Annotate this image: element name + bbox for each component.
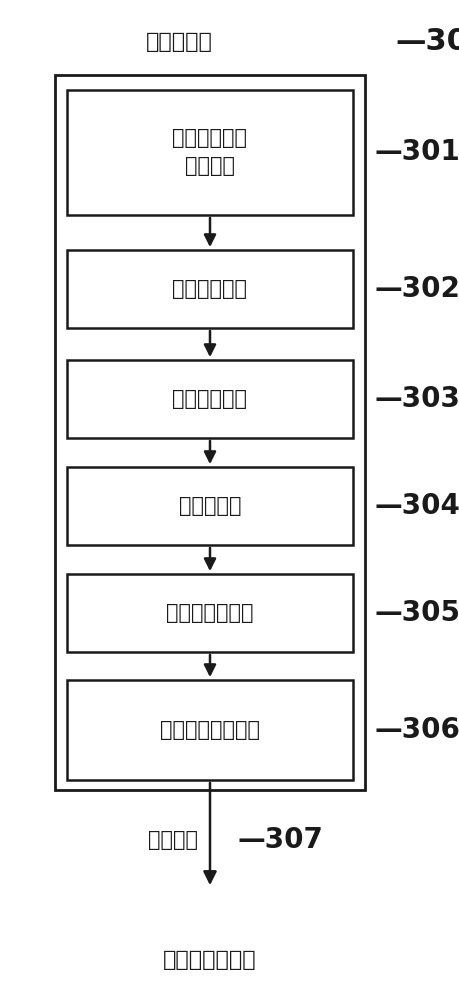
Text: —305: —305 [374,599,459,627]
Text: —302: —302 [374,275,459,303]
Text: 驱动信号: 驱动信号 [147,830,197,850]
Bar [67,90,352,215]
Bar [67,574,352,652]
Text: 系统数学模型: 系统数学模型 [172,279,247,299]
Text: —304: —304 [374,492,459,520]
Text: 电子节气门系统: 电子节气门系统 [163,950,256,970]
Text: 控制子装置: 控制子装置 [145,32,212,52]
Bar [55,75,364,790]
Bar [67,680,352,780]
Bar [67,250,352,328]
Bar [67,467,352,545]
Text: 系统控制模型: 系统控制模型 [172,389,247,409]
Bar [67,360,352,438]
Text: 控制器模型: 控制器模型 [179,496,241,516]
Text: —303: —303 [374,385,459,413]
Text: 运行工况参数
获取模块: 运行工况参数 获取模块 [172,128,247,176]
Text: —307: —307 [237,826,323,854]
Text: 驱动信号计算模块: 驱动信号计算模块 [160,720,259,740]
Text: —301: —301 [374,138,459,166]
Text: 控制量计算模块: 控制量计算模块 [166,603,253,623]
Text: —300: —300 [394,27,459,56]
Text: —306: —306 [374,716,459,744]
